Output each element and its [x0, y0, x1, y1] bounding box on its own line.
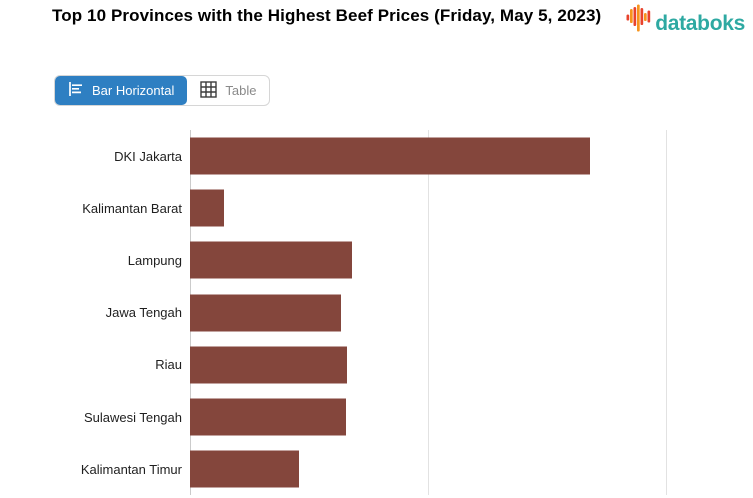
bar-horizontal-label: Bar Horizontal	[92, 83, 175, 98]
bar-track	[190, 287, 666, 339]
bar[interactable]	[190, 346, 348, 384]
bar-row: Kalimantan Barat	[0, 182, 753, 234]
databoks-bars-icon	[626, 4, 652, 37]
bar[interactable]	[190, 189, 224, 227]
category-label: Riau	[155, 357, 182, 373]
category-label: Kalimantan Timur	[80, 461, 182, 477]
bar-track	[190, 339, 666, 391]
databoks-logo[interactable]: databoks	[626, 4, 745, 37]
bar-horizontal-view-button[interactable]: Bar Horizontal	[55, 76, 188, 105]
bar-track	[190, 443, 666, 495]
bar-track	[190, 391, 666, 443]
bar-rows: DKI Jakarta Kalimantan Barat Lampung Jawa T…	[0, 130, 753, 495]
bar-row: Riau	[0, 339, 753, 391]
category-label: Lampung	[127, 252, 182, 268]
table-view-button[interactable]: Table	[187, 76, 269, 105]
bar-chart: DKI Jakarta Kalimantan Barat Lampung Jawa T…	[0, 130, 753, 498]
category-label: Kalimantan Barat	[82, 200, 182, 216]
bar-track	[190, 234, 666, 286]
databoks-wordmark: databoks	[655, 12, 745, 35]
table-label: Table	[225, 83, 257, 98]
bar-row: Jawa Tengah	[0, 287, 753, 339]
bar-row: Kalimantan Timur	[0, 443, 753, 495]
bar[interactable]	[190, 450, 299, 488]
table-grid-icon	[200, 80, 218, 101]
bar-track	[190, 130, 666, 182]
bar[interactable]	[190, 294, 341, 332]
category-label: Sulawesi Tengah	[83, 409, 182, 425]
bar[interactable]	[190, 137, 590, 175]
category-label: Jawa Tengah	[105, 305, 182, 321]
bar-horizontal-icon	[68, 81, 84, 100]
bar[interactable]	[190, 398, 347, 436]
bar-row: DKI Jakarta	[0, 130, 753, 182]
bar-row: Lampung	[0, 234, 753, 286]
view-toggle: Bar Horizontal Table	[54, 75, 271, 106]
bar-row: Sulawesi Tengah	[0, 391, 753, 443]
category-label: DKI Jakarta	[114, 148, 182, 164]
bar[interactable]	[190, 241, 352, 279]
bar-track	[190, 182, 666, 234]
page-title: Top 10 Provinces with the Highest Beef P…	[52, 6, 602, 25]
